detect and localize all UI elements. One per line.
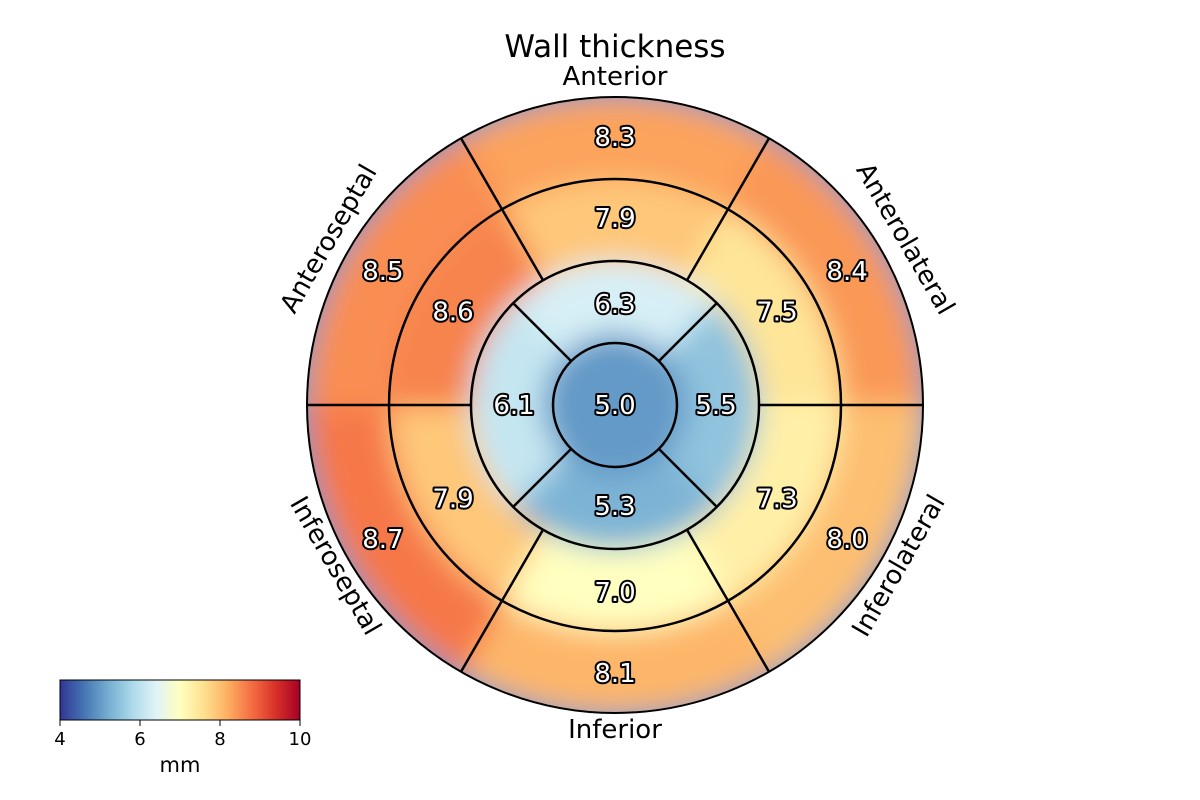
- segment-fill-mid-anterior: [499, 179, 731, 282]
- segment-value-apical-lateral: 5.5: [695, 391, 736, 421]
- divider-apical-225: [512, 447, 573, 508]
- colorbar-ticks: 4 6 8 10: [54, 720, 311, 750]
- segment-fill-basal-anterior: [458, 97, 772, 211]
- colorbar-label: mm: [160, 753, 201, 777]
- segment-fill-apical-lateral: [658, 302, 760, 508]
- segment-value-basal-inferolateral: 8.0: [826, 525, 867, 555]
- segment-value-mid-anterolateral: 7.5: [756, 298, 797, 328]
- segment-fill-mid-inferior: [499, 528, 731, 631]
- colorbar: 4 6 8 10 mm: [54, 679, 311, 777]
- segment-value-basal-inferoseptal: 8.7: [362, 525, 403, 555]
- colorbar-gradient: [59, 679, 301, 721]
- divider-outer-300: [685, 529, 771, 673]
- segment-value-apical-septal: 6.1: [493, 391, 534, 421]
- wall-label-anterior: Anterior: [563, 62, 668, 92]
- segment-value-mid-inferolateral: 7.3: [756, 485, 797, 515]
- segment-color-fill: [307, 97, 923, 713]
- segment-value-basal-anteroseptal: 8.5: [362, 257, 403, 287]
- segment-value-mid-inferoseptal: 7.9: [432, 485, 473, 515]
- segment-fill-basal-inferolateral: [725, 401, 923, 674]
- segment-borders: [306, 96, 924, 714]
- segment-fill-mid-inferolateral: [685, 402, 841, 602]
- segment-value-basal-anterolateral: 8.4: [826, 257, 867, 287]
- wall-label-inferior: Inferior: [568, 715, 662, 745]
- segment-value-mid-inferior: 7.0: [594, 578, 635, 608]
- segment-value-apex-apex: 5.0: [594, 391, 635, 421]
- segment-value-mid-anterior: 7.9: [594, 204, 635, 234]
- divider-apical-45: [657, 302, 718, 363]
- segment-fill-apical-anterior: [512, 260, 718, 362]
- segment-fill-basal-inferior: [458, 599, 772, 713]
- segment-fill-mid-anteroseptal: [389, 208, 545, 408]
- segment-fill-mid-anterolateral: [685, 208, 842, 408]
- segment-fill-basal-inferoseptal: [307, 401, 505, 674]
- segment-value-basal-inferior: 8.1: [594, 659, 635, 689]
- divider-apical-135: [512, 302, 573, 363]
- segment-fill-basal-anteroseptal: [307, 136, 505, 409]
- colorbar-tick-label: 4: [54, 729, 65, 750]
- colorbar-tick-label: 8: [214, 729, 225, 750]
- divider-outer-120: [459, 137, 545, 281]
- segment-fill-apical-septal: [471, 302, 572, 508]
- divider-outer-240: [459, 529, 545, 673]
- divider-outer-60: [685, 137, 771, 281]
- divider-apical-315: [657, 447, 718, 508]
- segment-value-apical-inferior: 5.3: [594, 492, 635, 522]
- chart-title: Wall thickness: [504, 29, 725, 65]
- colorbar-tick-label: 6: [134, 729, 145, 750]
- segment-value-apical-anterior: 6.3: [594, 290, 635, 320]
- segment-fill-apical-inferior: [512, 448, 718, 549]
- colorbar-tick-label: 10: [289, 729, 312, 750]
- segment-value-basal-anterior: 8.3: [594, 123, 635, 153]
- segment-value-mid-anteroseptal: 8.6: [432, 298, 473, 328]
- ring-border-0: [551, 341, 679, 469]
- segment-fill-mid-inferoseptal: [389, 402, 545, 602]
- segment-values: 8.3 8.4 8.0 8.1 8.7 8.5 7.9 7.5 7.3 7.0 7.9 8.6 6.3 5…: [360, 121, 870, 691]
- segment-fill-apex: [543, 333, 687, 477]
- segment-fill-basal-anterolateral: [725, 136, 923, 409]
